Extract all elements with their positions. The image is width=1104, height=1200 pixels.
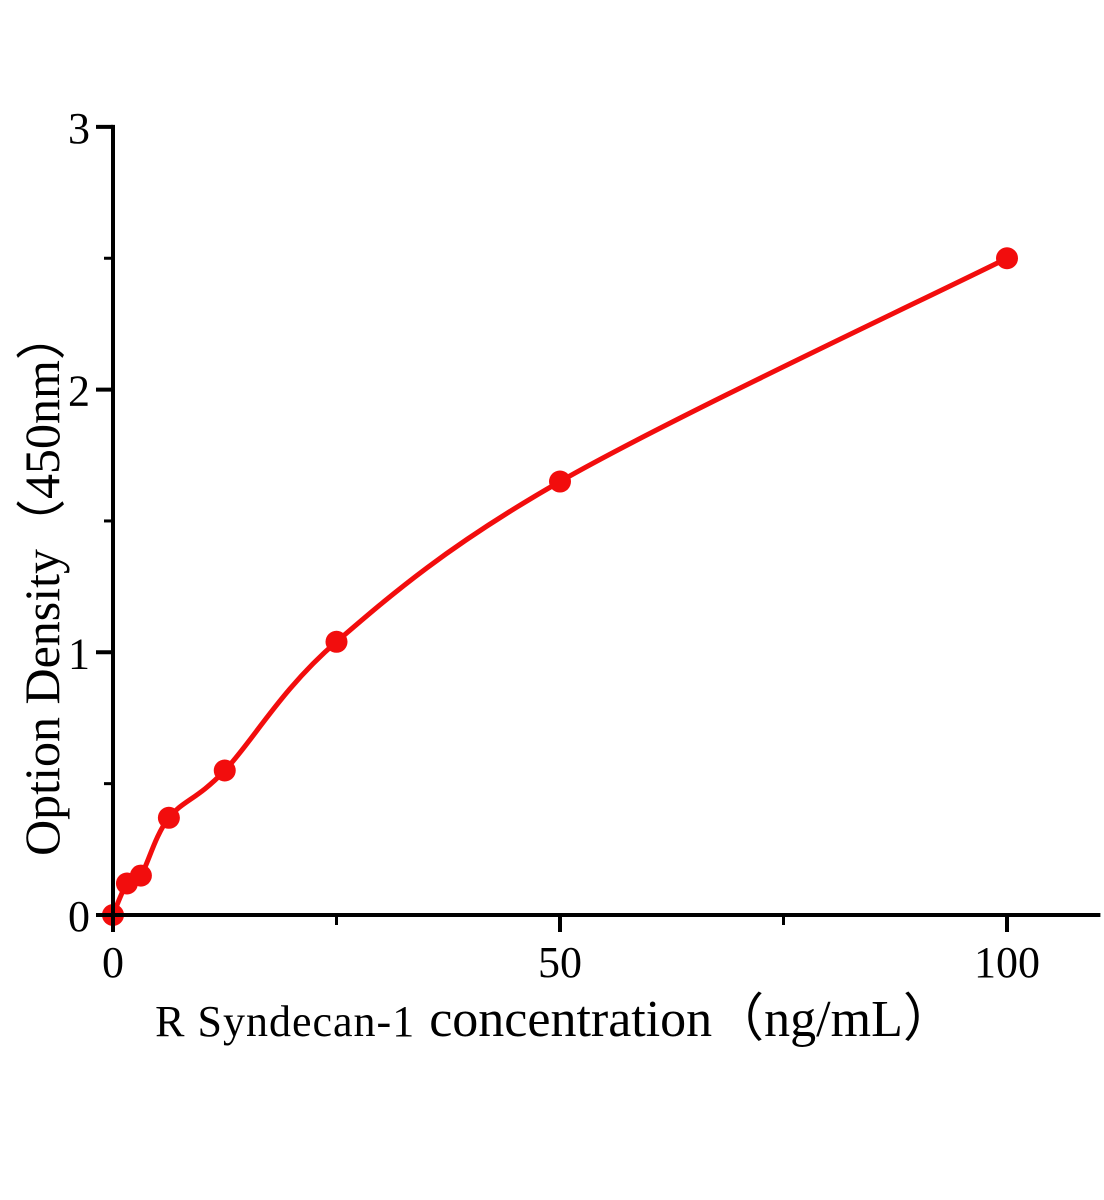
x-tick-label: 0 <box>102 938 124 987</box>
y-tick-label: 0 <box>68 892 90 941</box>
y-axis-title-text: Option Density（450nm） <box>14 310 70 856</box>
data-point <box>157 806 180 829</box>
fit-curve <box>110 256 1009 917</box>
data-point <box>213 759 236 782</box>
y-tick-label: 2 <box>68 367 90 416</box>
data-point <box>549 470 571 493</box>
data-point <box>129 864 152 887</box>
x-axis-title: R Syndecan-1 concentration（ng/mL） <box>0 990 1104 1050</box>
x-tick-label: 50 <box>538 938 582 987</box>
x-axis-title-prefix: R Syndecan-1 <box>155 997 416 1046</box>
data-point <box>325 630 348 653</box>
data-point <box>996 247 1018 270</box>
y-tick-label: 1 <box>68 629 90 678</box>
x-axis-title-main: concentration（ng/mL） <box>429 991 955 1048</box>
y-axis-title: Option Density（450nm） <box>12 233 72 933</box>
y-tick-label: 3 <box>68 104 90 153</box>
x-tick-label: 100 <box>974 938 1040 987</box>
